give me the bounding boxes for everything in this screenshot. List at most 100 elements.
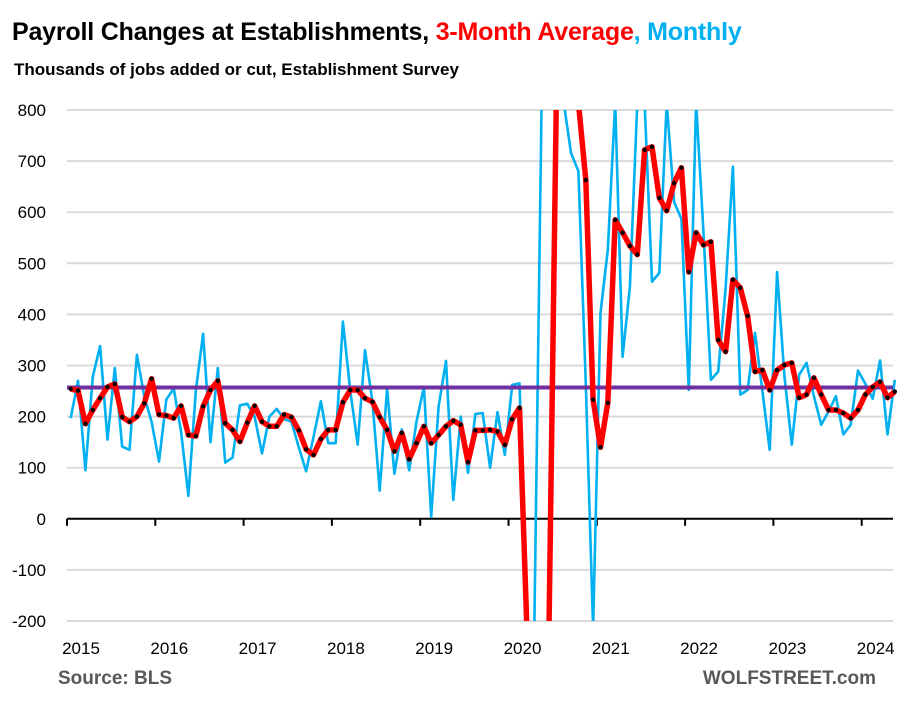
avg-point — [782, 362, 787, 368]
avg-point — [885, 395, 890, 400]
avg-point — [679, 165, 684, 170]
avg-point — [318, 436, 324, 442]
avg-point — [819, 392, 824, 397]
avg-point — [90, 407, 95, 413]
avg-point — [267, 424, 272, 429]
avg-point — [97, 396, 103, 401]
avg-point — [701, 242, 706, 248]
y-tick-label: 400 — [18, 305, 46, 324]
avg-point — [458, 422, 463, 427]
avg-point — [164, 413, 169, 418]
x-tick-label: 2017 — [239, 639, 277, 658]
avg-point — [664, 208, 669, 213]
avg-point — [451, 418, 456, 423]
avg-point — [612, 217, 618, 223]
avg-point — [752, 369, 758, 374]
avg-point — [384, 427, 390, 433]
y-tick-label: 0 — [37, 510, 46, 529]
avg-point — [708, 239, 714, 245]
avg-point — [340, 400, 346, 405]
avg-point — [303, 447, 309, 452]
avg-point — [657, 195, 662, 201]
avg-point — [296, 428, 301, 433]
avg-point — [186, 432, 191, 438]
avg-point — [112, 381, 118, 387]
avg-point — [671, 180, 677, 186]
avg-point — [245, 420, 250, 425]
avg-point — [877, 379, 883, 385]
avg-point — [509, 416, 515, 422]
avg-point — [892, 389, 897, 394]
avg-point — [149, 376, 154, 381]
avg-point — [826, 407, 831, 413]
x-tick-label: 2015 — [62, 639, 100, 658]
avg-point — [833, 407, 839, 413]
avg-point — [348, 387, 353, 393]
avg-point — [134, 414, 140, 419]
avg-point — [377, 414, 382, 420]
avg-point — [495, 429, 500, 434]
x-tick-label: 2020 — [504, 639, 542, 658]
title-monthly: , Monthly — [633, 18, 742, 46]
avg-point — [870, 384, 875, 390]
y-tick-label: 100 — [18, 459, 46, 478]
avg-point — [119, 414, 125, 420]
avg-point — [848, 415, 853, 421]
avg-point — [142, 401, 147, 406]
x-tick-label: 2023 — [768, 639, 806, 658]
avg-point — [399, 430, 405, 436]
avg-point — [730, 277, 736, 282]
avg-point — [789, 360, 794, 366]
avg-point — [473, 428, 478, 433]
chart-title: Payroll Changes at Establishments, 3-Mon… — [12, 18, 742, 47]
avg-point — [811, 375, 817, 380]
avg-point — [583, 177, 588, 183]
avg-point — [738, 285, 743, 291]
avg-point — [642, 147, 647, 153]
avg-point — [635, 252, 640, 257]
avg-point — [208, 387, 213, 393]
avg-point — [716, 337, 721, 343]
avg-point — [760, 367, 765, 373]
avg-point — [68, 386, 73, 392]
avg-point — [605, 400, 611, 406]
x-tick-label: 2024 — [857, 639, 895, 658]
avg-point — [333, 427, 338, 433]
avg-point — [429, 440, 434, 446]
avg-point — [598, 445, 603, 450]
avg-point — [443, 424, 449, 429]
title-main: Payroll Changes at Establishments, — [12, 18, 436, 46]
avg-point — [193, 433, 198, 439]
source-label: Source: BLS — [58, 668, 173, 689]
avg-point — [289, 414, 294, 420]
avg-point — [686, 269, 691, 275]
x-tick-label: 2021 — [592, 639, 630, 658]
chart-subtitle: Thousands of jobs added or cut, Establis… — [14, 60, 459, 79]
avg-point — [723, 349, 728, 354]
y-tick-label: 500 — [18, 254, 46, 273]
avg-point — [223, 421, 228, 426]
avg-point — [156, 412, 162, 417]
avg-point — [863, 392, 868, 397]
y-tick-label: 800 — [18, 101, 46, 120]
avg-point — [774, 367, 780, 373]
avg-point — [362, 396, 368, 401]
avg-point — [105, 384, 110, 390]
brand-label: WOLFSTREET.com — [702, 668, 876, 689]
avg-point — [171, 415, 176, 421]
avg-point — [392, 449, 397, 454]
avg-point — [649, 144, 655, 149]
avg-point — [326, 427, 331, 433]
avg-point — [480, 428, 485, 433]
avg-point — [281, 412, 287, 417]
avg-point — [178, 403, 184, 409]
avg-point — [237, 439, 243, 444]
avg-point — [200, 404, 206, 409]
x-tick-label: 2019 — [415, 639, 453, 658]
y-tick-label: 300 — [18, 357, 46, 376]
y-tick-label: 200 — [18, 408, 46, 427]
avg-point — [502, 442, 508, 447]
avg-point — [421, 424, 427, 429]
avg-point — [259, 419, 265, 424]
y-tick-label: 600 — [18, 203, 46, 222]
